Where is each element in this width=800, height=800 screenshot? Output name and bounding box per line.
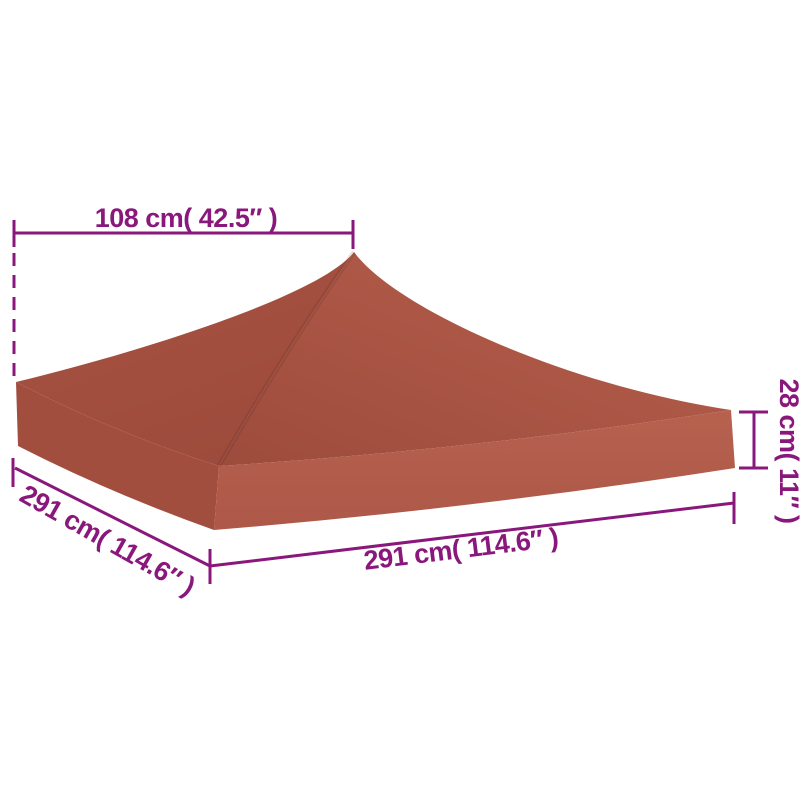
- top-width-label: 108 cm( 42.5″ ): [95, 203, 278, 233]
- dimension-top-width: [12, 220, 355, 379]
- dimension-line: [209, 501, 735, 568]
- dimension-line: [14, 466, 211, 568]
- tent-roof-ridge-shading: [216, 250, 357, 468]
- tent-roof-left-face: [16, 252, 354, 466]
- tent-roof-right-face: [219, 252, 731, 466]
- right-height-label: 28 cm( 11″ ): [774, 378, 800, 523]
- dimension-right-height: [739, 410, 768, 470]
- dimension-left-depth: [11, 458, 211, 568]
- tent-valance-left-face: [16, 382, 219, 530]
- tent-canopy: [16, 250, 735, 530]
- bottom-width-label: 291 cm( 114.6″ ): [362, 522, 560, 576]
- dimension-bottom-width: [208, 492, 736, 584]
- tent-valance-front-face: [214, 410, 735, 530]
